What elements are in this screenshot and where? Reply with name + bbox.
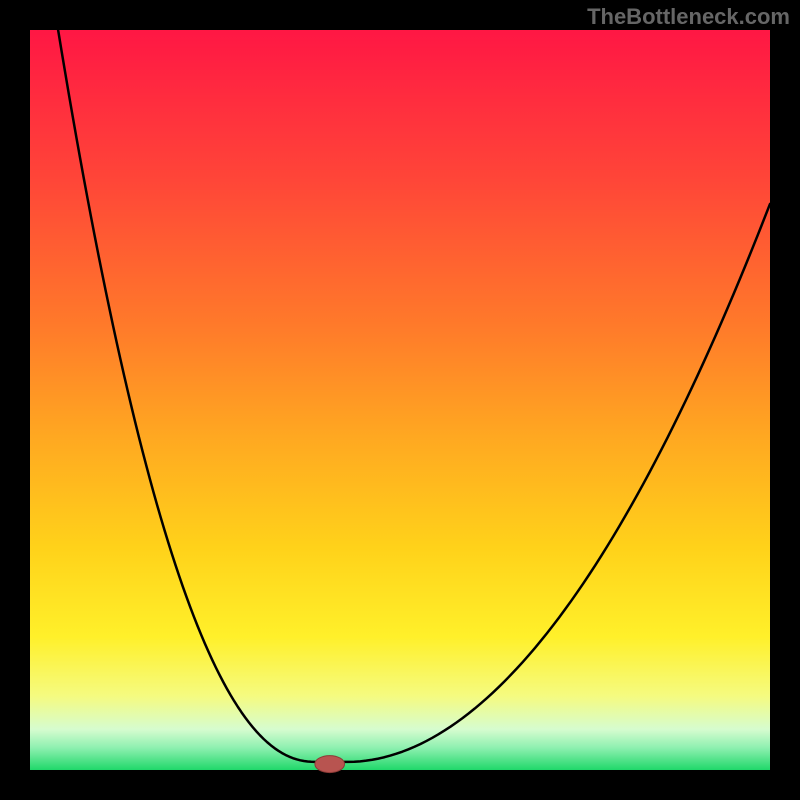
watermark-text: TheBottleneck.com (587, 4, 790, 30)
bottleneck-chart: TheBottleneck.com (0, 0, 800, 800)
chart-canvas (0, 0, 800, 800)
plot-area (30, 30, 770, 770)
optimal-point-marker (315, 756, 345, 773)
